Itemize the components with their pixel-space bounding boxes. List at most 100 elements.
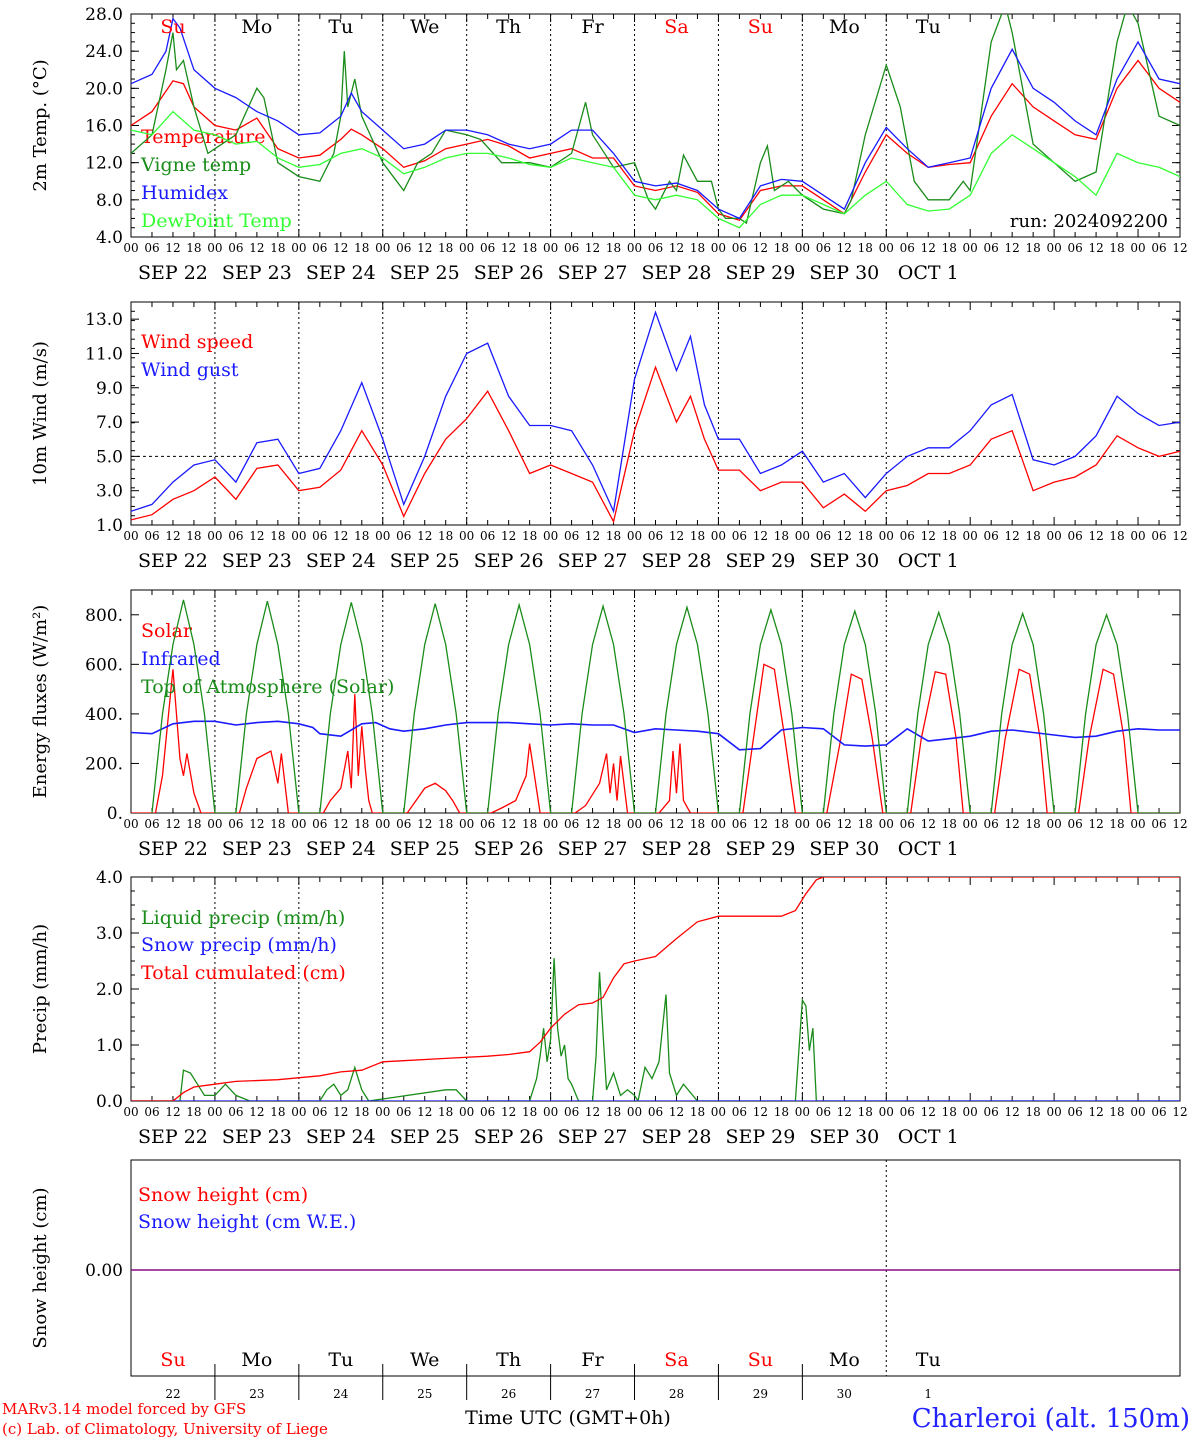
hour-tick-label: 12 xyxy=(921,241,936,255)
date-label: SEP 24 xyxy=(306,262,376,284)
hour-tick-label: 00 xyxy=(291,529,306,543)
date-label: SEP 25 xyxy=(390,262,460,284)
hour-tick-label: 00 xyxy=(207,529,222,543)
day-abbr-top: Tu xyxy=(328,16,353,38)
hour-tick-label: 18 xyxy=(774,241,789,255)
hour-tick-label: 18 xyxy=(942,529,957,543)
hour-tick-label: 12 xyxy=(585,817,600,831)
hour-tick-label: 12 xyxy=(585,529,600,543)
day-abbr-bottom: Mo xyxy=(829,1349,860,1371)
hour-tick-label: 18 xyxy=(522,529,537,543)
hour-tick-label: 18 xyxy=(858,529,873,543)
hour-tick-label: 00 xyxy=(795,241,810,255)
hour-tick-label: 00 xyxy=(1046,817,1061,831)
hour-tick-label: 18 xyxy=(270,241,285,255)
y-tick-label: 16.0 xyxy=(85,117,123,137)
hour-tick-label: 12 xyxy=(333,1105,348,1119)
run-label: run: 2024092200 xyxy=(1010,211,1168,232)
date-label: SEP 22 xyxy=(138,262,208,284)
hour-tick-label: 06 xyxy=(312,817,327,831)
hour-tick-label: 12 xyxy=(921,817,936,831)
series-line-wind-gust xyxy=(131,310,1180,514)
date-label: SEP 28 xyxy=(642,550,712,572)
hour-tick-label: 12 xyxy=(417,817,432,831)
hour-tick-label: 12 xyxy=(501,817,516,831)
hour-tick-label: 00 xyxy=(711,529,726,543)
date-label: OCT 1 xyxy=(898,550,959,572)
hour-tick-label: 18 xyxy=(942,1105,957,1119)
day-abbr-top: Su xyxy=(748,16,773,38)
date-label: SEP 30 xyxy=(809,550,879,572)
hour-tick-label: 12 xyxy=(165,1105,180,1119)
hour-tick-label: 12 xyxy=(753,529,768,543)
hour-tick-label: 12 xyxy=(333,241,348,255)
day-number: 28 xyxy=(669,1387,684,1401)
legend-entry: Humidex xyxy=(141,182,228,204)
hour-tick-label: 00 xyxy=(1046,1105,1061,1119)
date-label: SEP 22 xyxy=(138,838,208,860)
hour-tick-label: 12 xyxy=(1088,529,1103,543)
hour-tick-label: 12 xyxy=(501,1105,516,1119)
hour-tick-label: 12 xyxy=(669,529,684,543)
hour-tick-label: 06 xyxy=(984,817,999,831)
hour-tick-label: 12 xyxy=(837,241,852,255)
hour-tick-label: 18 xyxy=(606,1105,621,1119)
hour-tick-label: 12 xyxy=(333,817,348,831)
hour-tick-label: 00 xyxy=(711,1105,726,1119)
hour-tick-label: 00 xyxy=(291,1105,306,1119)
hour-tick-label: 12 xyxy=(1005,529,1020,543)
hour-tick-label: 12 xyxy=(921,529,936,543)
y-tick-label: 4.0 xyxy=(96,868,123,888)
hour-tick-label: 12 xyxy=(165,529,180,543)
hour-tick-label: 06 xyxy=(228,1105,243,1119)
hour-tick-label: 00 xyxy=(795,529,810,543)
hour-tick-label: 18 xyxy=(942,817,957,831)
hour-tick-label: 00 xyxy=(627,1105,642,1119)
hour-tick-label: 18 xyxy=(270,529,285,543)
hour-tick-label: 06 xyxy=(900,241,915,255)
hour-tick-label: 00 xyxy=(207,817,222,831)
hour-tick-label: 00 xyxy=(795,1105,810,1119)
hour-tick-label: 18 xyxy=(186,817,201,831)
day-abbr-top: Sa xyxy=(664,16,688,38)
legend-entry: Snow height (cm) xyxy=(138,1184,308,1206)
day-number: 24 xyxy=(333,1387,349,1401)
hour-tick-label: 00 xyxy=(1130,817,1145,831)
hour-tick-label: 18 xyxy=(690,241,705,255)
y-tick-label: 600. xyxy=(85,655,123,675)
hour-tick-label: 00 xyxy=(1046,241,1061,255)
day-abbr-top: Mo xyxy=(241,16,272,38)
hour-tick-label: 18 xyxy=(942,241,957,255)
hour-tick-label: 00 xyxy=(711,817,726,831)
panel-frame-snow xyxy=(130,1159,1181,1377)
hour-tick-label: 00 xyxy=(291,817,306,831)
legend-entry: Snow height (cm W.E.) xyxy=(138,1211,356,1233)
y-axis-label: 2m Temp. (°C) xyxy=(30,59,51,191)
hour-tick-label: 18 xyxy=(690,1105,705,1119)
panel-frame-temperature xyxy=(130,13,1181,238)
date-label: SEP 30 xyxy=(809,838,879,860)
hour-tick-label: 06 xyxy=(1067,1105,1082,1119)
hour-tick-label: 06 xyxy=(144,241,159,255)
hour-tick-label: 18 xyxy=(690,529,705,543)
hour-tick-label: 18 xyxy=(354,241,369,255)
date-label: SEP 26 xyxy=(474,838,544,860)
hour-tick-label: 18 xyxy=(270,817,285,831)
hour-tick-label: 00 xyxy=(963,1105,978,1119)
hour-tick-label: 06 xyxy=(228,241,243,255)
date-label: SEP 25 xyxy=(390,838,460,860)
series-line-liquid-precip-mm-h- xyxy=(131,958,1180,1101)
day-abbr-bottom: Th xyxy=(496,1349,521,1371)
hour-tick-label: 06 xyxy=(480,1105,495,1119)
day-abbr-top: Fr xyxy=(581,16,604,38)
hour-tick-label: 18 xyxy=(522,241,537,255)
hour-tick-label: 18 xyxy=(354,529,369,543)
date-label: SEP 28 xyxy=(642,1126,712,1148)
hour-tick-label: 00 xyxy=(963,529,978,543)
hour-tick-label: 06 xyxy=(816,817,831,831)
y-axis-label: Precip (mm/h) xyxy=(30,924,51,1054)
hour-tick-label: 06 xyxy=(564,1105,579,1119)
date-label: SEP 27 xyxy=(558,262,628,284)
hour-tick-label: 12 xyxy=(753,241,768,255)
